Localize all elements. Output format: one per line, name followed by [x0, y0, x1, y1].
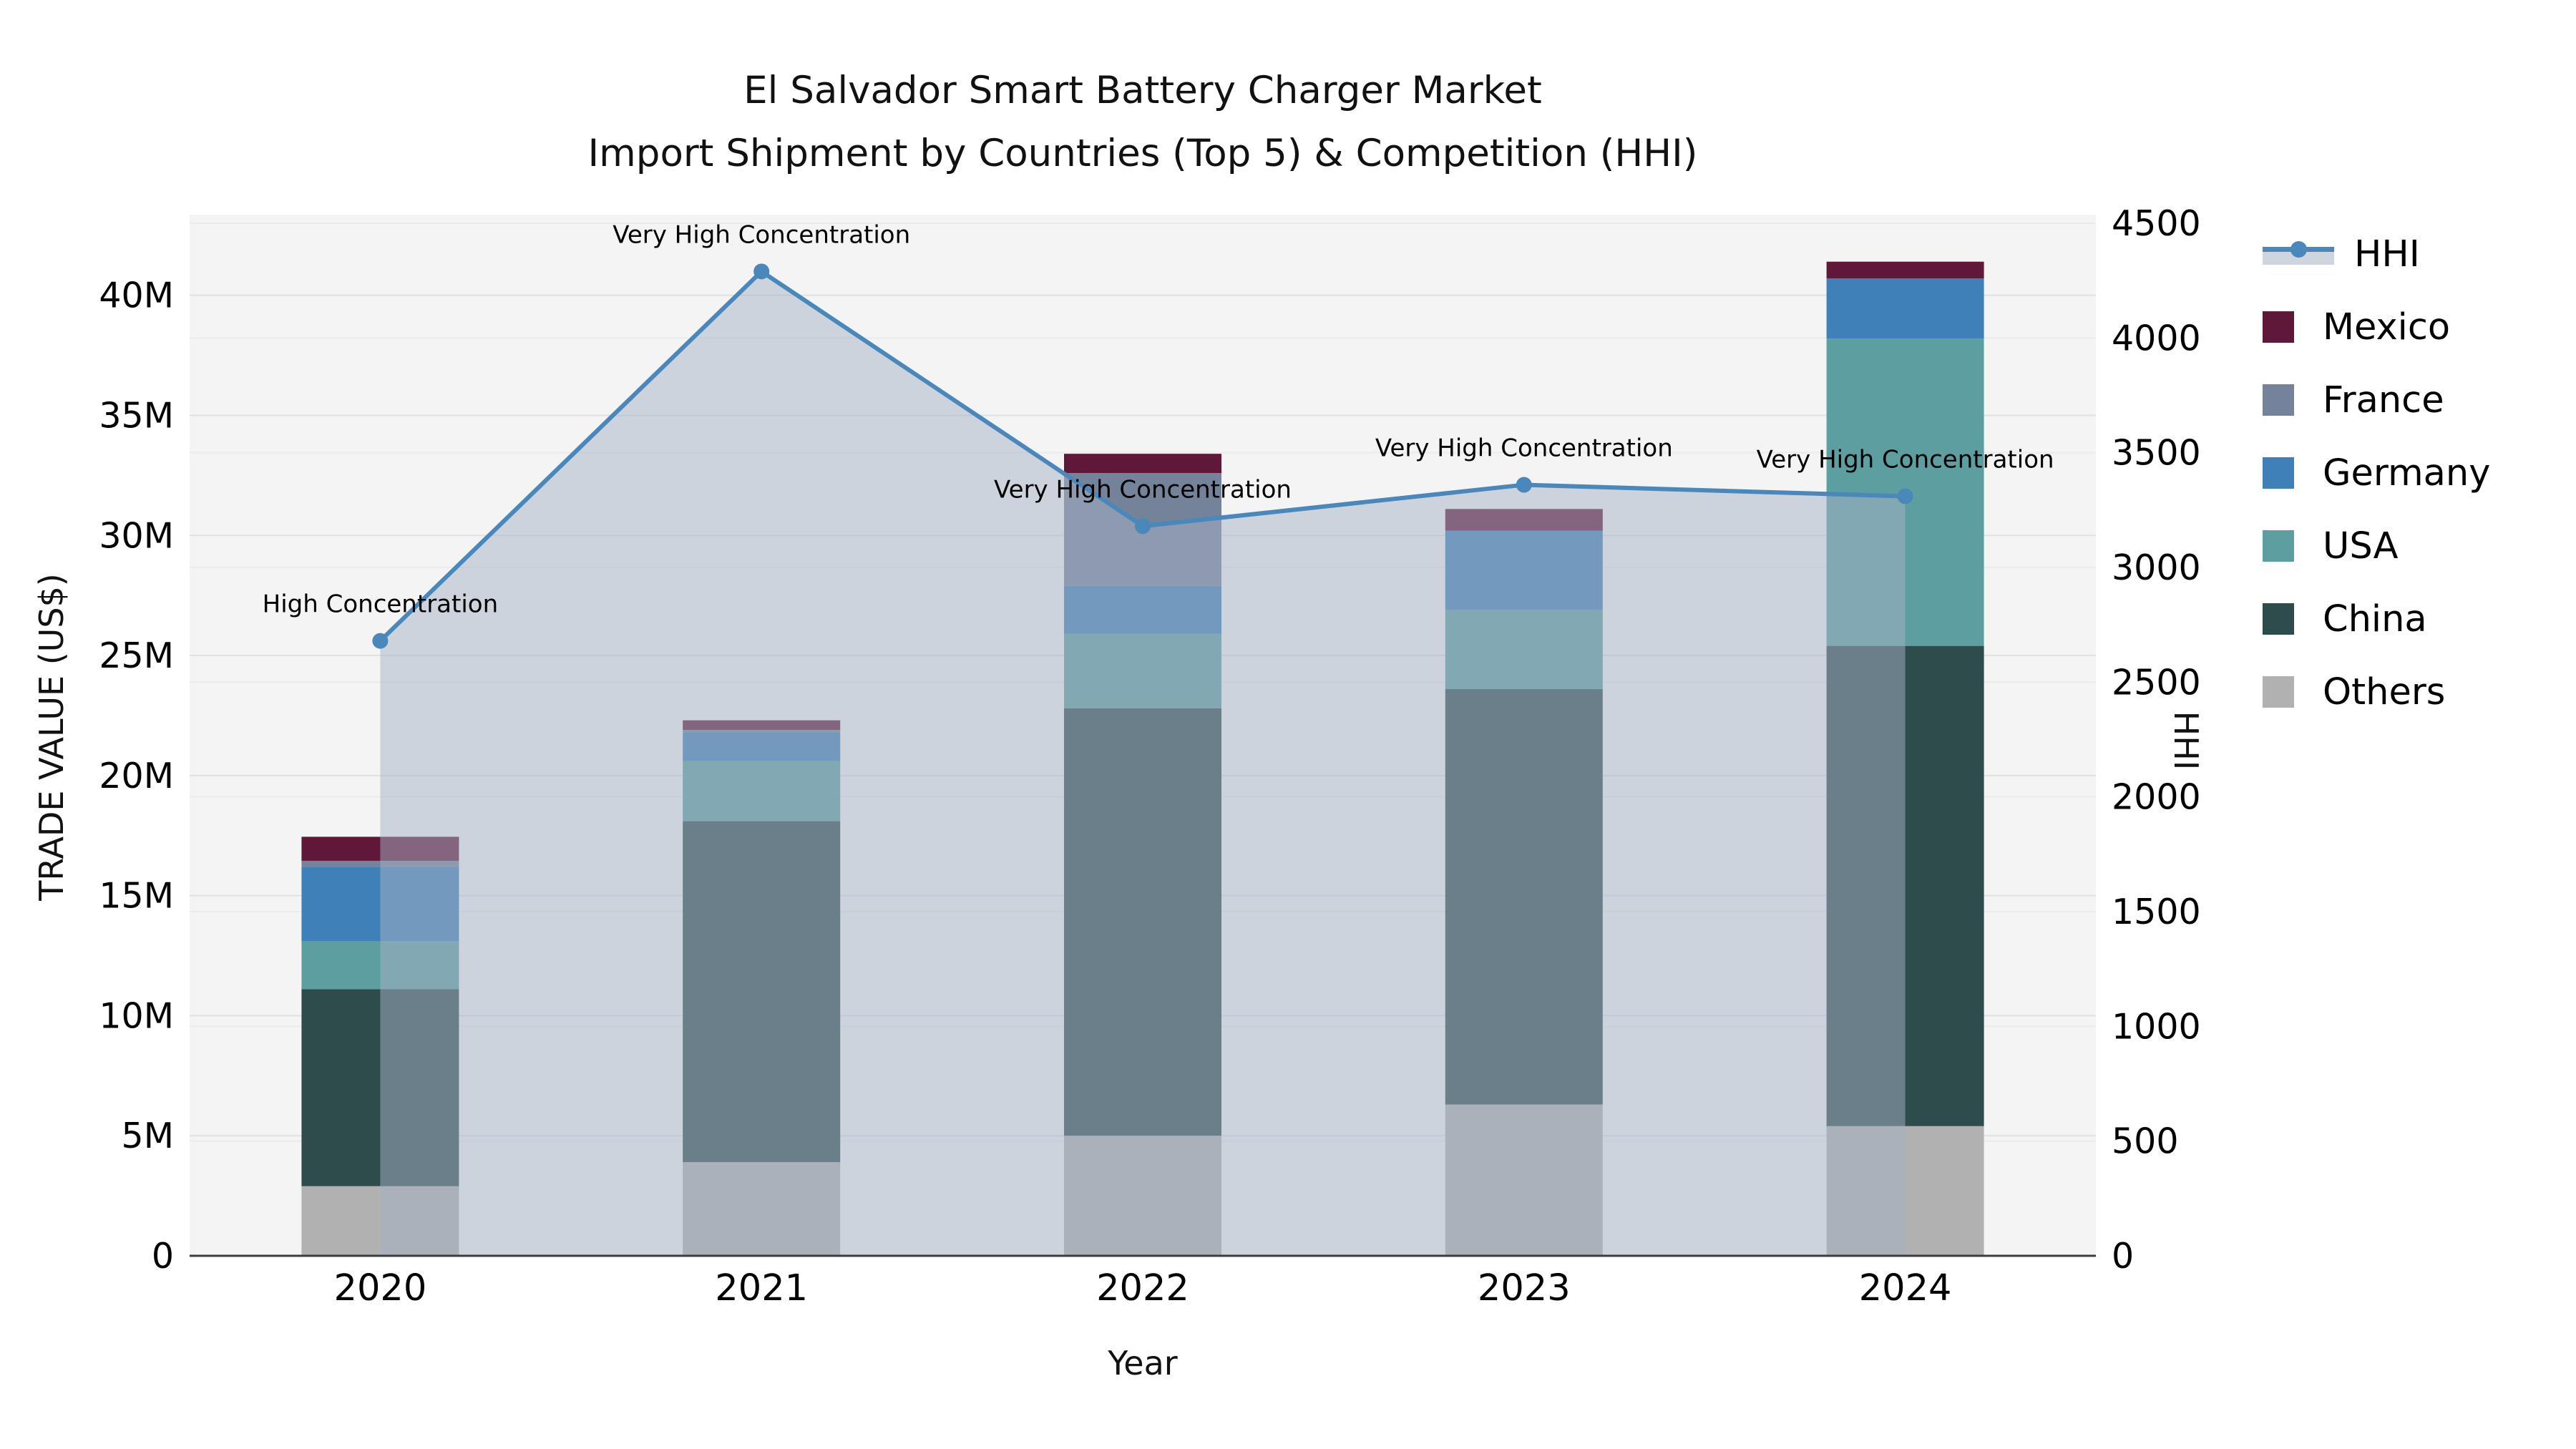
legend-label-china: China — [2323, 597, 2427, 640]
annotation-2023: Very High Concentration — [1375, 434, 1673, 463]
right-tick-0: 0 — [2112, 1236, 2134, 1277]
legend-label-france: France — [2323, 379, 2444, 421]
legend-swatch-usa — [2263, 530, 2294, 562]
right-tick-2500: 2500 — [2112, 662, 2201, 703]
hhi-marker-2021 — [753, 263, 770, 280]
legend-swatch-france — [2263, 384, 2294, 416]
hhi-area — [380, 271, 1906, 1257]
left-tick-5M: 5M — [122, 1116, 174, 1156]
hhi-marker-2022 — [1135, 518, 1151, 535]
x-tick-2022: 2022 — [1096, 1267, 1189, 1309]
legend-item-china: China — [2263, 597, 2490, 640]
annotation-2020: High Concentration — [263, 590, 498, 619]
left-tick-40M: 40M — [99, 275, 174, 316]
left-tick-15M: 15M — [99, 876, 174, 917]
right-tick-500: 500 — [2112, 1121, 2179, 1162]
legend-item-germany: Germany — [2263, 452, 2491, 494]
left-tick-35M: 35M — [99, 395, 174, 436]
annotation-2021: Very High Concentration — [613, 220, 910, 249]
right-tick-3500: 3500 — [2112, 433, 2201, 474]
left-axis-title: TRADE VALUE (US$) — [32, 573, 71, 901]
legend-swatch-others — [2263, 676, 2294, 708]
legend-swatch-china — [2263, 603, 2294, 635]
hhi-marker-2023 — [1516, 477, 1532, 493]
x-tick-2020: 2020 — [334, 1267, 427, 1309]
x-tick-2024: 2024 — [1859, 1267, 1952, 1309]
legend-label-mexico: Mexico — [2323, 306, 2451, 348]
annotation-2024: Very High Concentration — [1757, 446, 2054, 474]
x-tick-2021: 2021 — [715, 1267, 808, 1309]
legend: HHI Mexico France Germany USA China Others — [2263, 233, 2491, 713]
chart-title: El Salvador Smart Battery Charger Market — [743, 69, 1542, 112]
legend-label-germany: Germany — [2323, 452, 2491, 494]
bar-segment-germany-2024 — [1826, 278, 1984, 339]
chart-subtitle: Import Shipment by Countries (Top 5) & C… — [587, 132, 1698, 175]
left-tick-30M: 30M — [99, 515, 174, 556]
legend-item-hhi: HHI — [2263, 233, 2490, 275]
bar-segment-mexico-2022 — [1064, 454, 1221, 474]
legend-item-others: Others — [2263, 670, 2490, 713]
legend-label-others: Others — [2323, 670, 2446, 713]
legend-label-usa: USA — [2323, 525, 2399, 567]
hhi-marker-2024 — [1897, 488, 1913, 504]
right-tick-3000: 3000 — [2112, 547, 2201, 588]
left-tick-10M: 10M — [99, 995, 174, 1036]
hhi-marker-2020 — [372, 633, 389, 649]
right-tick-4000: 4000 — [2112, 318, 2201, 358]
x-tick-2023: 2023 — [1478, 1267, 1571, 1309]
legend-swatch-germany — [2263, 457, 2294, 489]
left-tick-0: 0 — [152, 1236, 174, 1277]
right-tick-1000: 1000 — [2112, 1006, 2201, 1047]
annotation-2022: Very High Concentration — [994, 475, 1292, 504]
hhi-line-swatch-icon — [2263, 235, 2334, 273]
x-axis-title: Year — [1108, 1344, 1178, 1382]
legend-label-hhi: HHI — [2354, 233, 2420, 275]
bar-segment-mexico-2024 — [1826, 261, 1984, 279]
right-axis-title: HHI — [2167, 711, 2205, 771]
right-tick-1500: 1500 — [2112, 892, 2201, 932]
legend-item-usa: USA — [2263, 525, 2490, 567]
legend-swatch-mexico — [2263, 311, 2294, 343]
legend-item-mexico: Mexico — [2263, 306, 2490, 348]
left-tick-20M: 20M — [99, 756, 174, 796]
right-tick-2000: 2000 — [2112, 777, 2201, 818]
legend-item-france: France — [2263, 379, 2490, 421]
right-tick-4500: 4500 — [2112, 203, 2201, 244]
left-tick-25M: 25M — [99, 635, 174, 676]
